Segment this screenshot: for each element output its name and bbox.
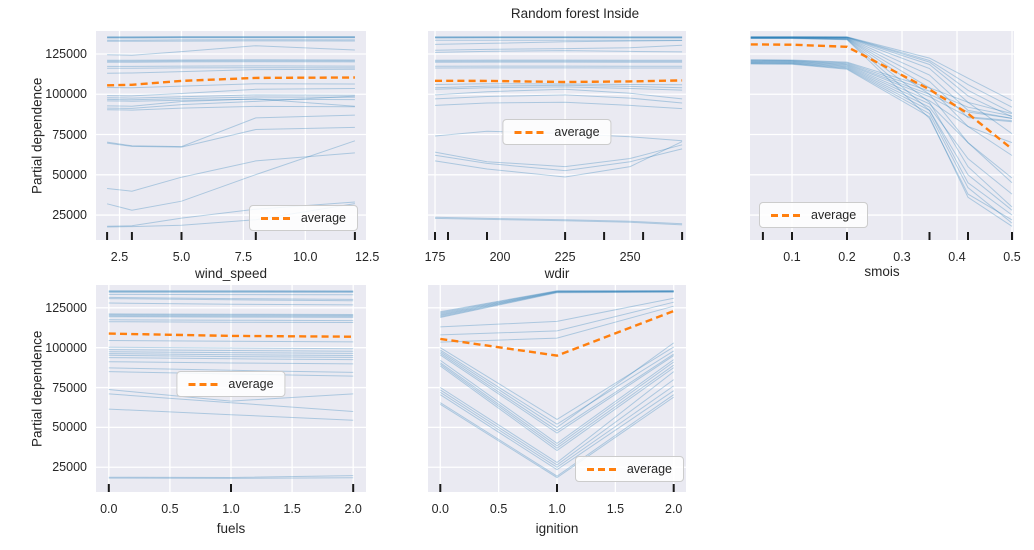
subplot-wdir: average wdir 175 200 225 250 (425, 31, 686, 281)
x-tick-label: 1.5 (606, 502, 625, 516)
average-line-icon (586, 467, 618, 471)
x-tick-label: 0.5 (1003, 250, 1021, 264)
average-line-icon (771, 213, 802, 217)
legend-label: average (300, 211, 346, 225)
y-tick-label: 125000 (45, 47, 87, 61)
legend-label: average (626, 462, 672, 476)
x-axis-label-smois: smois (750, 264, 1014, 279)
legend: average (502, 119, 612, 145)
subplot-wind-speed: average wind_speed 2.5 5.0 7.5 10.0 12.5 2500… (45, 31, 379, 281)
figure-title: Random forest Inside (510, 6, 640, 21)
y-tick-label: 25000 (52, 460, 87, 475)
x-axis-label-text: smois (864, 264, 900, 279)
y-tick-label: 75000 (52, 127, 87, 142)
legend: average (248, 205, 358, 231)
x-tick-label: 1.0 (548, 502, 566, 516)
x-tick-label: 2.0 (664, 502, 683, 516)
x-tick-label: 2.5 (110, 250, 129, 264)
x-tick-label: 200 (489, 250, 511, 264)
x-tick-label: 0.5 (161, 502, 179, 516)
y-tick-label: 125000 (45, 300, 87, 315)
x-axis-label-wdir: wdir (428, 266, 686, 281)
x-axis-label-ignition: ignition (428, 521, 686, 536)
average-line-icon (514, 130, 546, 134)
ignition-plot-area (428, 285, 686, 492)
x-tick-label: 10.0 (293, 250, 318, 264)
x-tick-label: 0.1 (783, 250, 801, 264)
y-tick-label: 100000 (45, 87, 87, 102)
y-tick-label: 100000 (45, 340, 87, 355)
x-tick-label: 0.5 (489, 502, 508, 516)
x-tick-label: 175 (424, 250, 446, 264)
legend-label: average (811, 208, 857, 222)
x-axis-label-wind-speed: wind_speed (96, 266, 366, 281)
x-tick-label: 5.0 (172, 250, 191, 264)
x-tick-label: 0.0 (100, 502, 118, 516)
y-tick-label: 50000 (52, 167, 87, 182)
y-axis-label-row1: Partial dependence (29, 77, 45, 194)
x-tick-label: 1.5 (283, 502, 301, 516)
x-tick-label: 7.5 (234, 250, 253, 264)
x-axis-label-fuels: fuels (96, 521, 366, 536)
y-tick-label: 50000 (52, 420, 87, 435)
x-axis-label-text: wind_speed (194, 266, 268, 281)
x-tick-label: 12.5 (355, 250, 380, 264)
average-line-icon (188, 382, 220, 386)
x-tick-label: 0.0 (431, 502, 449, 516)
x-axis-label-text: fuels (216, 521, 246, 536)
subplot-smois: average smois 0.1 0.2 0.3 0.4 0.5 (750, 31, 1021, 279)
x-tick-label: 0.2 (838, 250, 856, 264)
legend: average (759, 202, 869, 228)
x-axis-label-text: ignition (535, 521, 579, 536)
x-tick-label: 1.0 (222, 502, 240, 516)
subplot-fuels: average fuels 0.0 0.5 1.0 1.5 2.0 25000 50000 7… (45, 285, 366, 536)
x-tick-label: 250 (619, 250, 641, 264)
x-tick-label: 2.0 (344, 502, 362, 516)
x-tick-label: 0.3 (893, 250, 911, 264)
x-axis-label-text: wdir (544, 266, 570, 281)
y-tick-label: 75000 (52, 380, 87, 395)
legend-label: average (554, 125, 600, 139)
legend-label: average (228, 377, 274, 391)
y-axis-label-row2: Partial dependence (29, 330, 45, 447)
fuels-plot-area (96, 285, 366, 492)
legend: average (574, 456, 684, 482)
x-tick-label: 0.4 (948, 250, 966, 264)
average-line-icon (260, 216, 292, 220)
x-tick-label: 225 (554, 250, 576, 264)
legend: average (176, 371, 286, 397)
subplot-ignition: average ignition 0.0 0.5 1.0 1.5 2.0 (428, 285, 686, 536)
y-tick-label: 25000 (52, 208, 87, 222)
